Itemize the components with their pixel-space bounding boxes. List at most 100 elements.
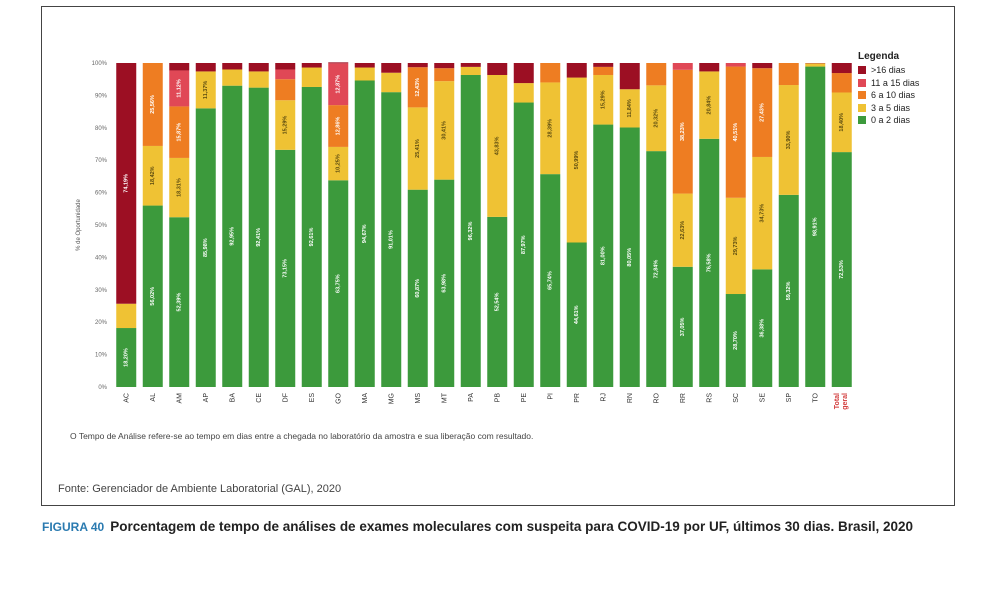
data-label: 28,39% (548, 119, 554, 138)
bar-segment (275, 100, 296, 150)
bar-segment (725, 294, 746, 387)
x-tick-label: AC (123, 393, 130, 403)
bar-segment (460, 74, 481, 387)
data-label: 18,42% (150, 166, 156, 185)
data-label: 74,19% (124, 174, 130, 193)
legend-swatch (858, 66, 866, 75)
x-tick-label: geral (842, 393, 849, 410)
legend-item: 11 a 15 dias (858, 77, 919, 90)
bar-segment (831, 73, 852, 93)
bar-segment (725, 63, 746, 67)
bar-segment (805, 63, 826, 67)
x-tick-label: AL (150, 393, 157, 402)
x-tick-label: PA (468, 393, 475, 402)
legend-swatch (858, 103, 866, 112)
y-tick-label: 90% (95, 93, 108, 99)
bar-segment (248, 63, 269, 72)
bar-segment (169, 70, 190, 107)
x-tick-label: AP (203, 393, 210, 403)
bar-segment (619, 127, 640, 387)
bar-segment (566, 242, 587, 387)
data-label: 36,38% (760, 319, 766, 338)
bar-segment (487, 216, 508, 387)
bar-segment (328, 105, 349, 147)
bar-segment (540, 174, 561, 387)
bar-segment (275, 79, 296, 101)
data-label: 33,90% (786, 131, 792, 150)
data-label: 60,87% (415, 279, 421, 298)
figure-caption: FIGURA 40 Porcentagem de tempo de análise… (42, 516, 952, 538)
bar-segment (699, 63, 720, 72)
y-tick-label: 80% (95, 126, 108, 132)
bar-segment (831, 63, 852, 74)
bar-segment (381, 72, 402, 93)
legend-item: >16 dias (858, 64, 919, 77)
stacked-bar-chart: 0% 10% 20% 30% 40% 50% 60% 70% 80% 90% 100% % de Op… (76, 61, 852, 410)
data-label: 15,29% (601, 90, 607, 109)
data-label: 29,73% (733, 236, 739, 255)
y-tick-label: 60% (95, 191, 108, 197)
bar-segment (169, 157, 190, 218)
data-label: 63,75% (336, 274, 342, 293)
x-tick-label: PE (521, 393, 528, 403)
data-label: 11,84% (627, 99, 633, 117)
data-label: 25,56% (150, 95, 156, 114)
bar-segment (142, 63, 163, 146)
bar-segment (540, 82, 561, 175)
data-label: 72,84% (654, 260, 660, 279)
bar-segment (407, 107, 428, 190)
legend-label: >16 dias (871, 65, 906, 76)
data-label: 18,31% (177, 178, 183, 197)
data-label: 37,05% (680, 317, 686, 336)
data-label: 11,12% (177, 79, 183, 97)
x-tick-label: SE (759, 393, 766, 403)
x-tick-label: PI (547, 393, 554, 400)
data-label: 65,74% (548, 271, 554, 290)
data-label: 27,43% (760, 103, 766, 122)
bar-segment (195, 71, 216, 109)
bar-segment (116, 63, 137, 304)
data-label: 12,43% (415, 78, 421, 97)
bar-segment (593, 66, 614, 75)
bar-segment (381, 92, 402, 387)
bar-segment (222, 85, 243, 388)
x-tick-label: RJ (600, 393, 607, 402)
data-label: 25,41% (415, 139, 421, 158)
data-label: 38,23% (680, 122, 686, 141)
x-tick-label: RO (653, 392, 660, 403)
data-label: 12,86% (336, 117, 342, 136)
y-axis-label: % de Oportunidade (76, 198, 82, 250)
data-label: 91,01% (389, 230, 395, 249)
data-label: 10,25% (336, 154, 342, 173)
bar-segment (460, 63, 481, 67)
legend-label: 0 a 2 dias (871, 115, 911, 126)
bar-segment (169, 217, 190, 387)
y-tick-label: 100% (92, 61, 108, 67)
bar-segment (778, 85, 799, 195)
bar-segment (195, 108, 216, 388)
bar-segment (434, 63, 455, 69)
data-label: 34,73% (760, 204, 766, 223)
y-tick-label: 20% (95, 320, 108, 326)
bar-segment (619, 89, 640, 128)
data-label: 28,70% (733, 331, 739, 350)
bar-segment (619, 63, 640, 90)
bar-segment (434, 179, 455, 387)
data-label: 56,02% (150, 287, 156, 306)
bar-segment (566, 63, 587, 78)
x-tick-label: PB (494, 393, 501, 403)
bar-segment (646, 63, 667, 86)
legend-item: 6 a 10 dias (858, 89, 919, 102)
legend-item: 0 a 2 dias (858, 114, 919, 127)
bar-segment (672, 193, 693, 267)
bar-segment (487, 74, 508, 217)
x-tick-label: SC (733, 393, 740, 403)
data-label: 80,05% (627, 248, 633, 267)
bar-segment (646, 85, 667, 152)
x-tick-label: MG (388, 393, 395, 404)
bar-segment (328, 63, 349, 106)
data-label: 63,98% (442, 274, 448, 293)
data-label: 98,91% (813, 217, 819, 236)
bar-segment (434, 68, 455, 82)
bar-segment (805, 66, 826, 388)
